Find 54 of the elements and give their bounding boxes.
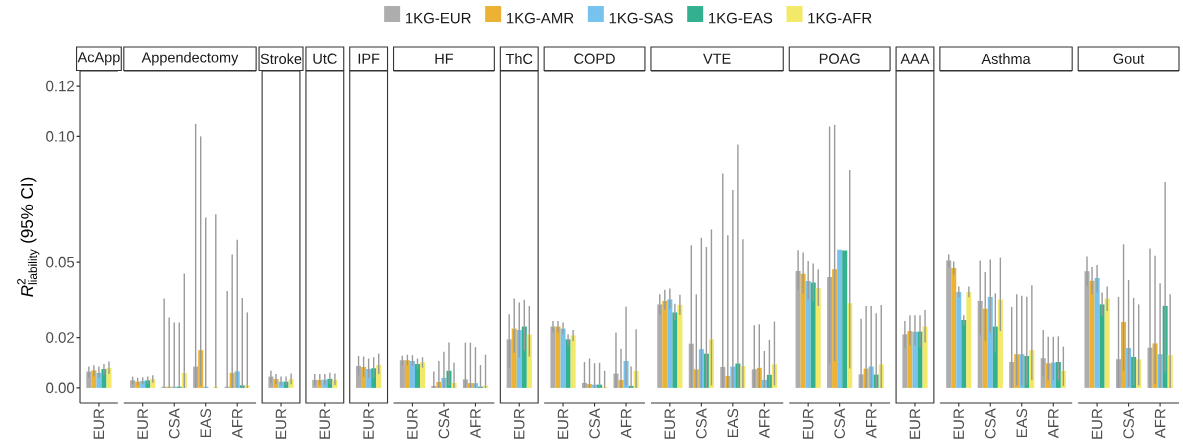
chart-title: IPF — [358, 53, 380, 64]
x-tick-label: CSA — [168, 408, 180, 439]
chart-title: HF — [435, 53, 454, 64]
x-tick-label: EUR — [1091, 408, 1103, 439]
y-tick-label: 0.05 — [46, 256, 75, 268]
chart-title: COPD — [574, 53, 615, 64]
x-tick-label: EUR — [514, 408, 525, 439]
x-tick-label: EAS — [1016, 408, 1028, 438]
chart-title: POAG — [819, 53, 860, 64]
y-axis-title: $\textit{R}^{\text{2}}_{\text{liability}}\text{ (95\% CI)}$ — [17, 177, 40, 297]
x-tick-label: EUR — [557, 408, 569, 439]
x-tick-label: EUR — [664, 408, 676, 439]
x-tick-label: CSA — [438, 408, 450, 439]
x-tick-label: EUR — [953, 408, 965, 439]
x-tick-label: CSA — [834, 408, 845, 439]
x-tick-label: CSA — [696, 408, 707, 439]
legend-label: 1KG-SAS — [609, 12, 673, 24]
y-tick-label: 0.12 — [46, 80, 74, 92]
x-tick-label: CSA — [984, 408, 996, 439]
x-tick-label: AFR — [232, 408, 243, 439]
x-tick-label: EAS — [727, 408, 739, 438]
chart-title: Stroke — [260, 53, 302, 65]
chart-title: AcApp — [77, 52, 120, 66]
x-tick-label: CSA — [589, 408, 600, 439]
legend-label: 1KG-AFR — [808, 12, 872, 24]
x-tick-label: EUR — [802, 408, 814, 439]
x-tick-label: EUR — [319, 408, 331, 439]
legend-label: 1KG-EUR — [405, 12, 471, 24]
y-tick-label: 0.02 — [46, 332, 74, 343]
x-tick-label: EUR — [275, 408, 287, 439]
x-tick-label: EAS — [200, 408, 212, 438]
chart-title: UtC — [313, 53, 337, 64]
legend-label: 1KG-EAS — [709, 12, 773, 24]
chart-title: Appendectomy — [141, 51, 239, 66]
x-tick-label: EUR — [407, 408, 418, 439]
x-tick-label: AFR — [1048, 408, 1059, 439]
x-tick-label: EUR — [363, 408, 374, 439]
x-tick-label: EUR — [137, 408, 148, 439]
x-tick-label: AFR — [1154, 408, 1166, 439]
x-tick-label: EUR — [909, 408, 921, 439]
y-tick-label: 0.00 — [46, 382, 75, 394]
x-tick-label: AFR — [620, 408, 632, 439]
x-tick-label: AFR — [759, 408, 770, 439]
chart-title: VTE — [703, 53, 731, 64]
legend-label: 1KG-AMR — [506, 12, 574, 24]
x-tick-label: AFR — [470, 408, 481, 439]
chart-title: Asthma — [981, 53, 1031, 65]
x-tick-label: CSA — [1123, 408, 1134, 439]
x-tick-label: EUR — [93, 408, 105, 439]
chart-title: Gout — [1113, 53, 1145, 64]
x-tick-label: AFR — [866, 408, 877, 439]
chart-title: ThC — [505, 53, 533, 65]
y-tick-label: 0.10 — [46, 131, 75, 142]
chart-title: AAA — [900, 53, 930, 64]
